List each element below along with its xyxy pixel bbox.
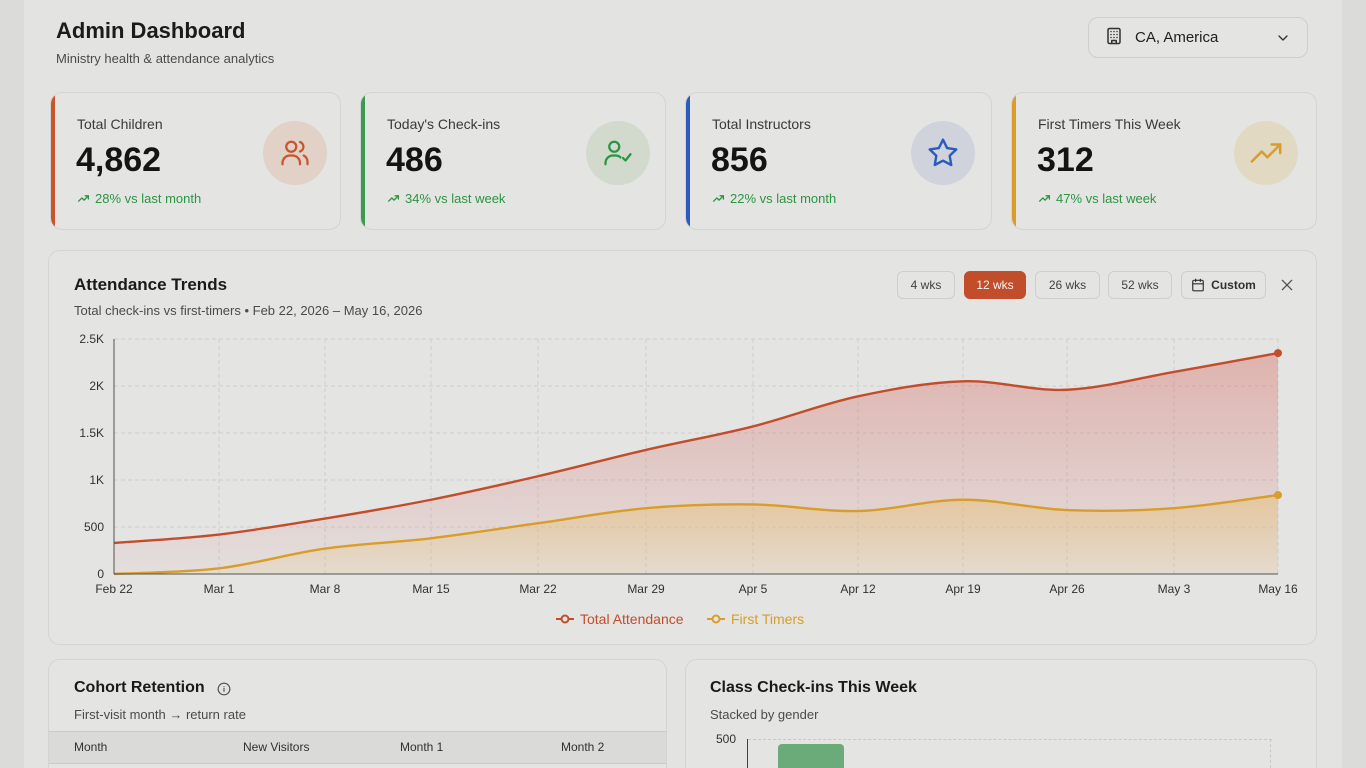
range-12-weeks-button[interactable]: 12 wks	[964, 271, 1026, 299]
trending-up-icon	[1234, 121, 1298, 185]
building-icon	[1105, 27, 1123, 49]
column-header-month-2: Month 2	[561, 740, 605, 754]
stat-label: Total Children	[77, 116, 163, 132]
grid-line	[748, 739, 1272, 740]
stat-trend: 47% vs last week	[1038, 191, 1156, 206]
stat-value: 486	[386, 141, 443, 179]
cohort-subtitle: First-visit month → return rate	[74, 707, 246, 722]
cohort-table-header	[49, 731, 666, 764]
class-checkins-subtitle: Stacked by gender	[710, 707, 819, 722]
trend-up-icon	[77, 195, 90, 202]
stat-trend-text: 28% vs last month	[95, 191, 202, 206]
custom-range-button[interactable]: Custom	[1181, 271, 1266, 299]
location-select[interactable]: CA, America	[1088, 17, 1308, 58]
stat-trend: 28% vs last month	[77, 191, 201, 206]
stat-label: Total Instructors	[712, 116, 811, 132]
stat-label: Today's Check-ins	[387, 116, 501, 132]
location-value: CA, America	[1135, 29, 1219, 46]
stat-label: First Timers This Week	[1038, 116, 1181, 132]
calendar-icon	[1192, 278, 1204, 292]
user-check-icon	[586, 121, 650, 185]
y-axis	[747, 739, 748, 768]
attendance-title: Attendance Trends	[74, 275, 228, 294]
column-header-new-visitors: New Visitors	[243, 740, 310, 754]
stat-card-total-children: Total Children 4,862 28% vs last month	[50, 92, 341, 230]
legend-label: First Timers	[731, 611, 805, 627]
range-26-weeks-button[interactable]: 26 wks	[1035, 271, 1100, 299]
stat-value: 856	[711, 141, 768, 179]
close-icon[interactable]	[1279, 277, 1295, 298]
stat-card-first-timers: First Timers This Week 312 47% vs last w…	[1011, 92, 1317, 230]
stat-value: 4,862	[76, 141, 162, 179]
grid-line	[1270, 739, 1271, 768]
range-52-weeks-button[interactable]: 52 wks	[1108, 271, 1172, 299]
stat-trend: 22% vs last month	[712, 191, 836, 206]
card-accent	[361, 93, 365, 229]
chevron-down-icon	[1275, 30, 1291, 46]
users-icon	[263, 121, 327, 185]
stat-trend-text: 22% vs last month	[730, 191, 837, 206]
info-icon[interactable]	[217, 682, 231, 701]
stat-trend-text: 47% vs last week	[1056, 191, 1157, 206]
legend-label: Total Attendance	[580, 611, 684, 627]
stat-trend: 34% vs last week	[387, 191, 505, 206]
attendance-subtitle: Total check-ins vs first-timers • Feb 22…	[74, 303, 423, 318]
page-title: Admin Dashboard	[56, 18, 246, 43]
stat-card-todays-checkins: Today's Check-ins 486 34% vs last week	[360, 92, 666, 230]
custom-range-label: Custom	[1211, 278, 1256, 292]
stat-value: 312	[1037, 141, 1094, 179]
stat-trend-text: 34% vs last week	[405, 191, 506, 206]
trend-up-icon	[712, 195, 725, 202]
star-icon	[911, 121, 975, 185]
column-header-month: Month	[74, 740, 108, 754]
card-accent	[51, 93, 55, 229]
class-bar	[778, 744, 844, 768]
column-header-month-1: Month 1	[400, 740, 444, 754]
legend-total-attendance[interactable]: Total Attendance	[556, 611, 684, 627]
card-accent	[686, 93, 690, 229]
legend-first-timers[interactable]: First Timers	[707, 611, 804, 627]
cohort-title: Cohort Retention	[74, 679, 205, 696]
legend-line-icon	[556, 614, 574, 624]
legend-line-icon	[707, 614, 725, 624]
range-4-weeks-button[interactable]: 4 wks	[897, 271, 955, 299]
stat-card-total-instructors: Total Instructors 856 22% vs last month	[685, 92, 992, 230]
trend-up-icon	[387, 195, 400, 202]
y-tick-label: 500	[716, 732, 737, 746]
card-accent	[1012, 93, 1016, 229]
class-checkins-title: Class Check-ins This Week	[710, 679, 917, 696]
trend-up-icon	[1038, 195, 1051, 202]
page-subtitle: Ministry health & attendance analytics	[56, 51, 275, 66]
